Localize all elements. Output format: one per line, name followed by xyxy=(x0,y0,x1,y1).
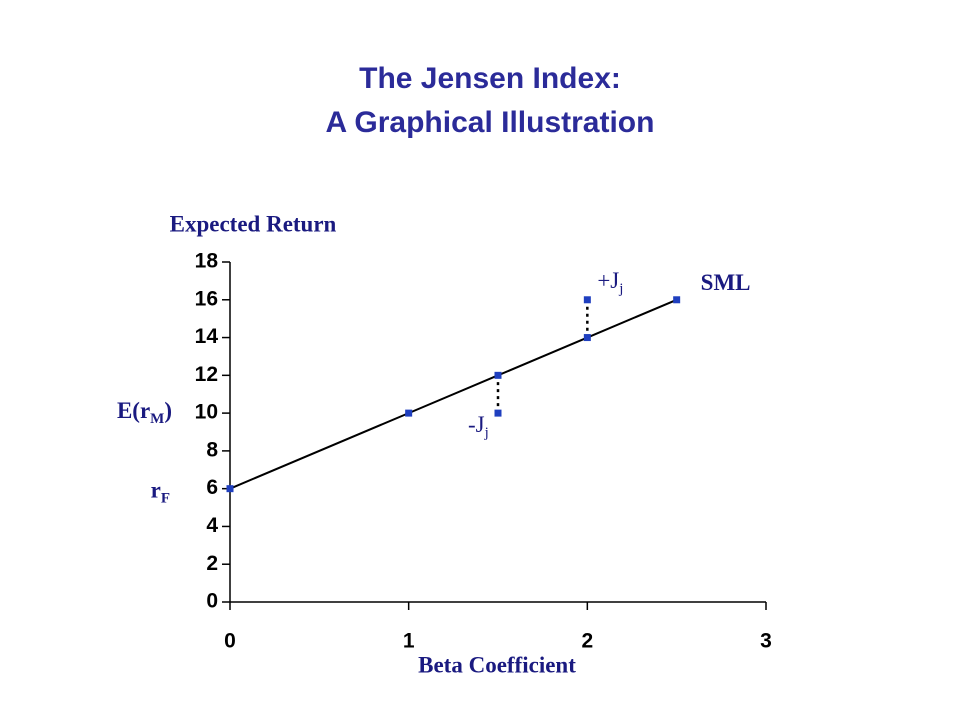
y-tick-label: 6 xyxy=(206,476,218,499)
y-tick-label: 14 xyxy=(195,325,219,348)
y-tick-label: 0 xyxy=(206,590,218,613)
x-axis-label: Beta Coefficient xyxy=(418,652,576,677)
y-tick-label: 2 xyxy=(206,552,218,575)
chart-subtitle: A Graphical Illustration xyxy=(326,106,655,139)
annotation: -Jj xyxy=(468,412,489,441)
point xyxy=(226,485,234,493)
y-axis-label: Expected Return xyxy=(170,211,337,236)
point xyxy=(494,409,502,417)
y-tick-label: 12 xyxy=(195,363,218,386)
annotation-sub: M xyxy=(150,412,164,428)
annotation: rF xyxy=(151,478,170,507)
x-tick-label: 0 xyxy=(224,630,236,653)
y-tick-label: 16 xyxy=(195,287,218,310)
y-tick-label: 10 xyxy=(195,401,218,424)
annotation-text: r xyxy=(151,478,161,503)
y-tick-label: 4 xyxy=(206,514,218,537)
x-tick-label: 3 xyxy=(760,630,772,653)
point xyxy=(673,296,681,304)
point xyxy=(583,296,591,304)
series-label: SML xyxy=(701,270,751,295)
annotation: +Jj xyxy=(597,268,623,297)
annotation-tail: ) xyxy=(164,398,172,423)
y-tick-label: 8 xyxy=(206,438,218,461)
annotation-text: +J xyxy=(597,268,619,293)
point xyxy=(494,371,502,379)
annotation: E(rM) xyxy=(117,398,172,427)
annotation-text: -J xyxy=(468,412,485,437)
point xyxy=(583,334,591,342)
annotation-sub: j xyxy=(484,426,489,442)
y-tick-label: 18 xyxy=(195,250,219,273)
chart-title: The Jensen Index: xyxy=(359,62,621,95)
point xyxy=(405,409,413,417)
x-tick-label: 2 xyxy=(581,630,593,653)
sml-line xyxy=(229,298,678,490)
annotation-sub: F xyxy=(161,491,170,507)
x-tick-label: 1 xyxy=(403,630,415,653)
annotation-text: E(r xyxy=(117,398,150,423)
annotation-sub: j xyxy=(618,281,623,297)
